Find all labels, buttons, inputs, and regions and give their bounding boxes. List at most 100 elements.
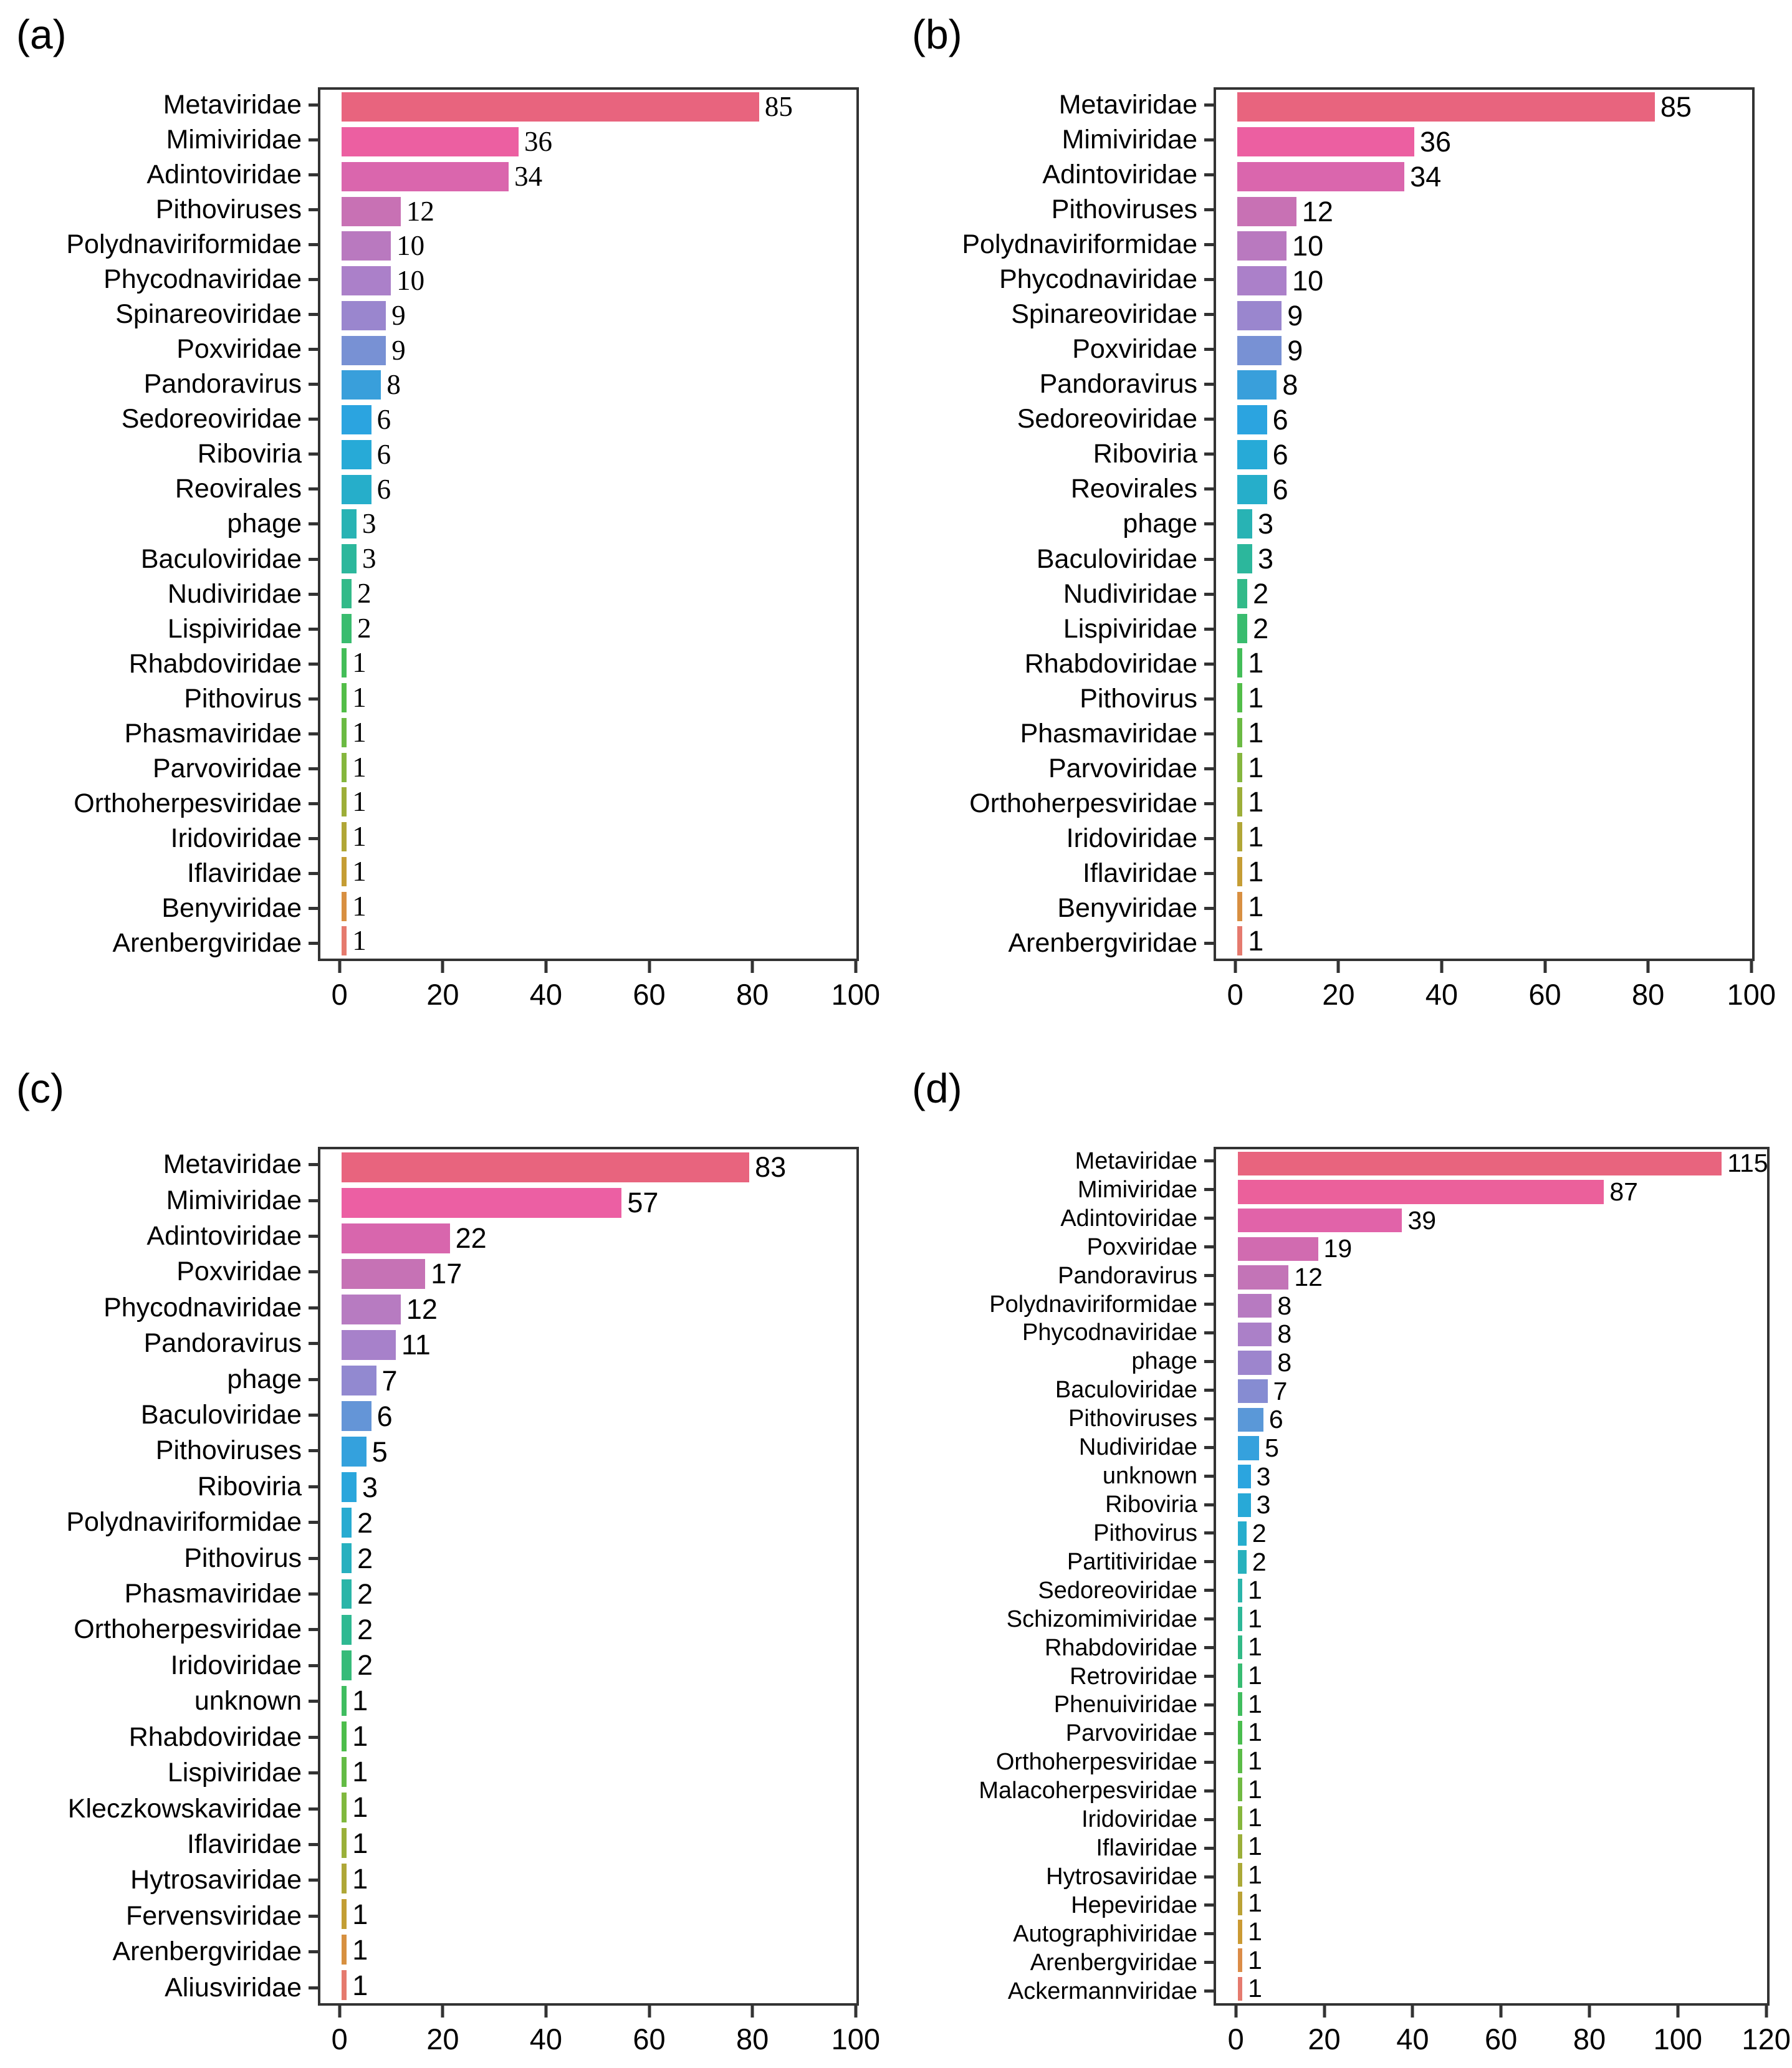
category-label: Poxviridae (1086, 1233, 1197, 1260)
x-tick-label: 20 (426, 2023, 459, 2056)
y-label-row: Reovirales (896, 472, 1214, 507)
category-label: Metaviridae (1075, 1147, 1197, 1174)
y-tick-mark (1204, 802, 1214, 806)
y-label-row: Pithovirus (0, 1540, 318, 1576)
y-label-row: Reovirales (0, 472, 318, 507)
category-label: Nudiviridae (1063, 578, 1197, 609)
bar (1238, 1293, 1272, 1318)
y-label-row: Phycodnaviridae (896, 1319, 1214, 1348)
y-tick-mark (309, 627, 318, 631)
bar (1238, 1322, 1272, 1346)
bar-value-label: 9 (391, 334, 406, 366)
bar-row: 10 (320, 229, 856, 264)
bar-value-label: 1 (1248, 1917, 1262, 1946)
y-tick-mark (1204, 662, 1214, 666)
bar-row: 3 (1216, 542, 1752, 577)
y-tick-mark (1204, 1875, 1214, 1879)
bar-value-label: 3 (362, 508, 376, 540)
bar-value-label: 8 (1277, 1348, 1292, 1377)
y-label-row: Schizomimiviridae (896, 1605, 1214, 1634)
category-label: Spinareoviridae (115, 299, 302, 329)
bar-row: 1 (1216, 716, 1752, 750)
y-label-row: Phycodnaviridae (0, 1290, 318, 1326)
y-label-row: Sedoreoviridae (896, 1576, 1214, 1605)
bar-row: 12 (320, 194, 856, 229)
bar-value-label: 3 (1256, 1490, 1271, 1520)
bar-value-label: 1 (352, 751, 367, 783)
x-tick-label: 40 (529, 2023, 563, 2056)
y-label-row: Pithoviruses (896, 1404, 1214, 1433)
bar-value-label: 10 (396, 230, 425, 262)
bar-value-label: 1 (352, 821, 367, 853)
bar (342, 1685, 347, 1716)
bar (342, 1294, 401, 1324)
y-tick-mark (309, 1842, 318, 1846)
bar-row: 39 (1216, 1206, 1767, 1235)
bar-value-label: 115 (1727, 1149, 1768, 1178)
y-tick-mark (309, 487, 318, 491)
x-axis: 0 20 40 60 80 100 (318, 2006, 880, 2068)
bar-value-label: 8 (1277, 1319, 1292, 1349)
y-label-row: Riboviria (896, 437, 1214, 472)
y-tick-mark (1204, 1932, 1214, 1936)
bar-value-label: 8 (1277, 1291, 1292, 1320)
y-tick-mark (1204, 348, 1214, 352)
category-label: Phycodnaviridae (1022, 1319, 1197, 1346)
y-tick-mark (1204, 1503, 1214, 1506)
y-label-row: Parvoviridae (0, 751, 318, 786)
category-label: Parvoviridae (1065, 1720, 1197, 1747)
y-label-row: Pithoviruses (896, 192, 1214, 227)
category-label: Polydnaviriformidae (989, 1291, 1197, 1318)
bar-value-label: 9 (391, 299, 406, 331)
y-tick-mark (1204, 138, 1214, 141)
category-label: Arenbergviridae (112, 928, 302, 959)
bar-row: 2 (1216, 1520, 1767, 1548)
category-label: Pithovirus (184, 683, 302, 714)
bar (342, 1401, 371, 1432)
category-label: Phasmaviridae (124, 1579, 302, 1609)
y-tick-mark (309, 1950, 318, 1954)
bar-value-label: 1 (1248, 1945, 1262, 1975)
category-label: Riboviria (197, 1471, 302, 1501)
y-label-row: phage (896, 507, 1214, 542)
bar-value-label: 1 (1248, 1718, 1262, 1747)
category-label: Phenuiviridae (1053, 1692, 1197, 1718)
bar-row: 1 (320, 924, 856, 959)
bar-row: 1 (320, 785, 856, 820)
bar-value-label: 1 (352, 1685, 368, 1717)
y-tick-mark (309, 697, 318, 701)
bar-value-label: 1 (352, 1862, 368, 1895)
bar-row: 1 (320, 1897, 856, 1932)
bar-value-label: 2 (1253, 577, 1269, 610)
y-label-row: Adintoviridae (0, 157, 318, 192)
bar (1238, 1549, 1247, 1574)
bar-row: 1 (320, 1789, 856, 1825)
bar (1238, 1663, 1243, 1688)
category-label: Nudiviridae (1078, 1434, 1197, 1461)
y-label-row: Lispiviridae (896, 611, 1214, 646)
y-tick-mark (309, 1735, 318, 1739)
category-label: Sedoreoviridae (121, 404, 302, 434)
bar-value-label: 2 (357, 1577, 373, 1610)
bar (342, 1756, 347, 1787)
bar-row: 1 (1216, 1832, 1767, 1861)
x-tick-mark (1440, 961, 1444, 973)
category-label: Riboviria (1093, 439, 1197, 469)
y-label-row: Orthoherpesviridae (0, 1612, 318, 1647)
category-label: Phycodnaviridae (103, 1292, 302, 1323)
category-label: Iflaviridae (1096, 1835, 1197, 1862)
category-label: Lispiviridae (167, 1758, 302, 1788)
bar-row: 3 (320, 507, 856, 542)
y-tick-mark (1204, 1303, 1214, 1306)
x-tick-mark (544, 2006, 548, 2018)
y-tick-mark (1204, 103, 1214, 107)
x-tick-mark (1543, 961, 1547, 973)
bar-value-label: 12 (1294, 1262, 1323, 1291)
category-label: Phycodnaviridae (999, 264, 1197, 294)
bar (1237, 335, 1282, 365)
y-label-row: unknown (896, 1462, 1214, 1490)
category-label: Nudiviridae (167, 578, 302, 609)
y-tick-mark (1204, 208, 1214, 211)
category-label: phage (1123, 509, 1197, 539)
bar-value-label: 22 (455, 1222, 487, 1255)
